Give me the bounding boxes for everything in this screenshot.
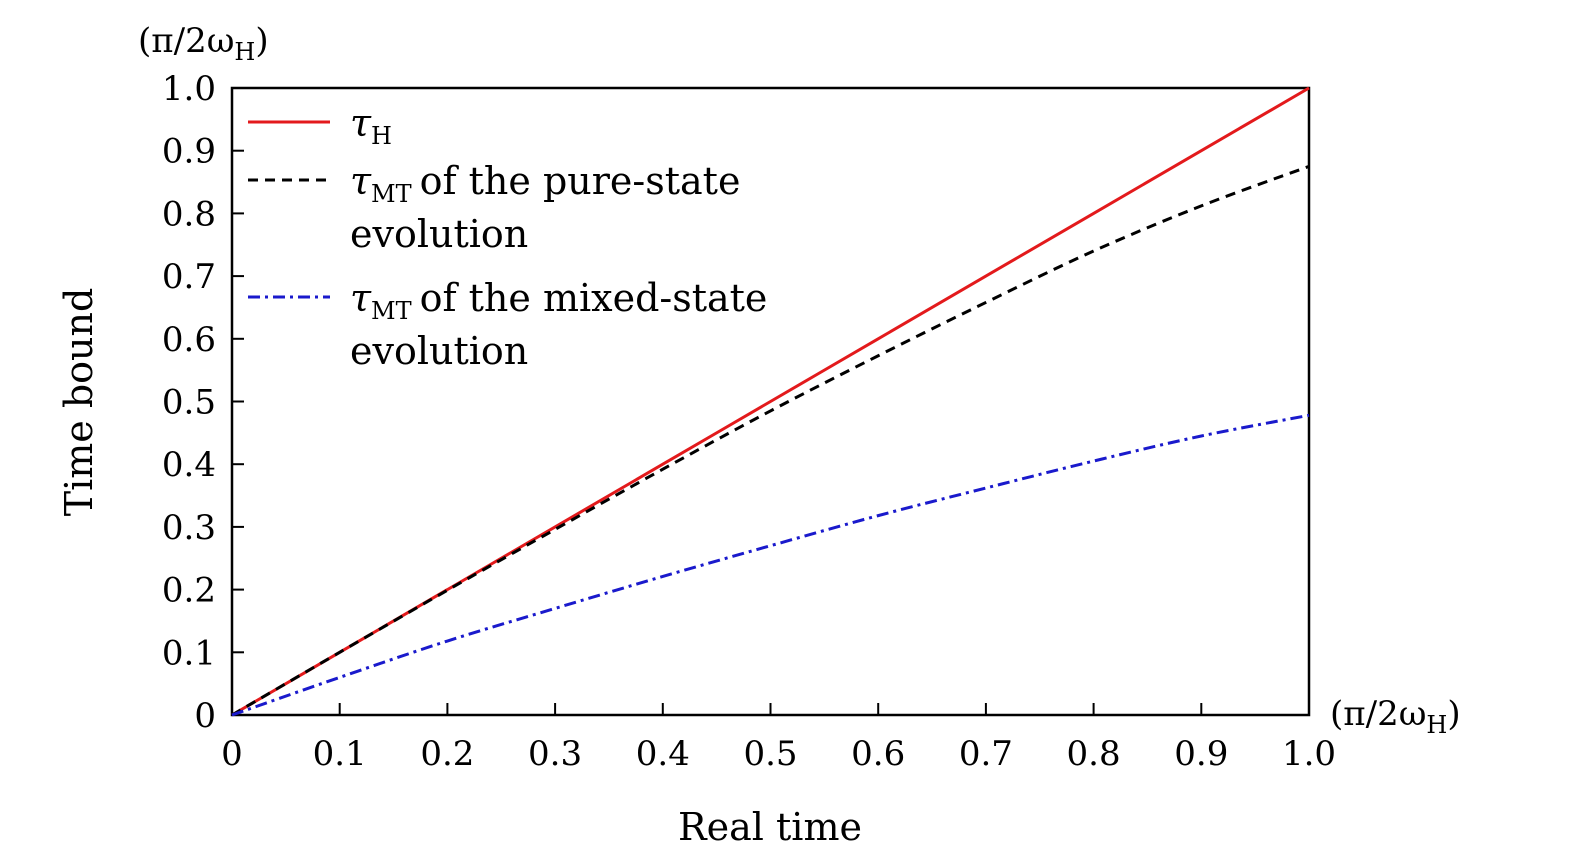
x-tick-label: 0.3 (528, 734, 582, 774)
x-tick-label: 0.4 (636, 734, 690, 774)
series-line-1 (231, 164, 1310, 717)
legend-sub-mixed-state: MT (371, 297, 412, 325)
x-tick-label: 0.2 (420, 734, 474, 774)
y-tick-label: 0 (194, 696, 216, 736)
x-unit-label: (π/2ωH) (1330, 694, 1461, 739)
legend-label-pure-state: τMT of the pure-state (350, 159, 740, 208)
x-tick-label: 0 (221, 734, 243, 774)
y-unit-close: ) (255, 21, 268, 61)
y-unit-label: (π/2ωH) (138, 21, 269, 66)
legend-symbol-mixed-state: τ (350, 276, 372, 320)
x-tick-label: 0.9 (1174, 734, 1228, 774)
legend-label-mixed-state: τMT of the mixed-state (350, 276, 767, 325)
legend-symbol-tau-h: τ (350, 101, 372, 145)
x-tick-labels: 0 0.1 0.2 0.3 0.4 0.5 0.6 0.7 0.8 0.9 1.0 (221, 734, 1336, 774)
y-tick-label: 0.9 (162, 132, 216, 172)
y-tick-label: 0.7 (162, 257, 216, 297)
legend-text-mixed-state: of the mixed-state (420, 276, 768, 320)
y-tick-label: 0.4 (162, 445, 216, 485)
x-tick-label: 0.1 (313, 734, 367, 774)
legend-sub-tau-h: H (371, 122, 392, 150)
y-tick-label: 0.6 (162, 320, 216, 360)
y-tick-label: 0.8 (162, 194, 216, 234)
y-tick-label: 0.5 (162, 383, 216, 423)
y-unit-sub: H (234, 38, 255, 66)
legend-label-mixed-state-line2: evolution (350, 329, 528, 373)
x-tick-label: 0.7 (959, 734, 1013, 774)
legend-text-pure-state: of the pure-state (420, 159, 741, 203)
legend-symbol-pure-state: τ (350, 159, 372, 203)
y-tick-label: 0.1 (162, 633, 216, 673)
y-axis-title: Time bound (57, 288, 101, 517)
y-tick-labels: 0 0.1 0.2 0.3 0.4 0.5 0.6 0.7 0.8 0.9 1.0 (162, 69, 216, 736)
series-lines (231, 86, 1310, 717)
x-axis-title: Real time (678, 805, 862, 849)
x-unit-close: ) (1447, 694, 1460, 734)
x-tick-label: 0.6 (851, 734, 905, 774)
x-tick-label: 1.0 (1282, 734, 1336, 774)
legend: τH τMT of the pure-state evolution τMT of … (248, 101, 767, 373)
legend-label-pure-state-line2: evolution (350, 212, 528, 256)
series-line-2 (231, 413, 1310, 717)
x-tick-label: 0.5 (743, 734, 797, 774)
x-unit-main: (π/2ω (1330, 694, 1426, 734)
legend-label-tau-h: τH (350, 101, 392, 150)
y-tick-label: 0.2 (162, 571, 216, 611)
y-unit-main: (π/2ω (138, 21, 234, 61)
y-tick-label: 1.0 (162, 69, 216, 109)
x-unit-sub: H (1426, 711, 1447, 739)
legend-sub-pure-state: MT (371, 180, 412, 208)
x-tick-label: 0.8 (1067, 734, 1121, 774)
y-tick-label: 0.3 (162, 508, 216, 548)
